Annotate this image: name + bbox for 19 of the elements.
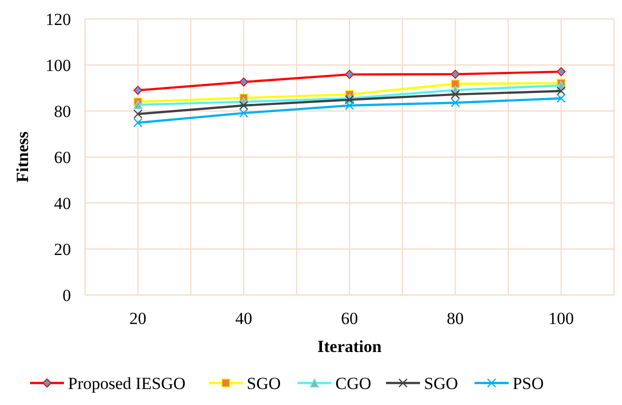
y-tick-label: 20: [54, 240, 71, 259]
y-tick-label: 0: [62, 286, 71, 305]
legend-label: CGO: [335, 374, 372, 393]
y-tick-label: 100: [46, 56, 71, 75]
y-tick-label: 40: [54, 194, 71, 213]
y-tick-label: 80: [54, 102, 71, 121]
x-tick-label: 60: [341, 309, 358, 328]
legend-label: PSO: [512, 374, 544, 393]
legend-label: Proposed IESGO: [68, 374, 186, 393]
x-tick-label: 80: [446, 309, 464, 328]
x-tick-label: 40: [235, 309, 252, 328]
y-axis-title: Fitness: [13, 131, 32, 182]
x-tick-label: 20: [129, 309, 146, 328]
x-axis-title: Iteration: [317, 337, 382, 356]
legend-label: SGO: [424, 374, 458, 393]
y-tick-label: 120: [46, 10, 71, 29]
y-tick-label: 60: [54, 148, 71, 167]
legend-label: SGO: [246, 374, 281, 393]
x-tick-label: 100: [548, 309, 574, 328]
